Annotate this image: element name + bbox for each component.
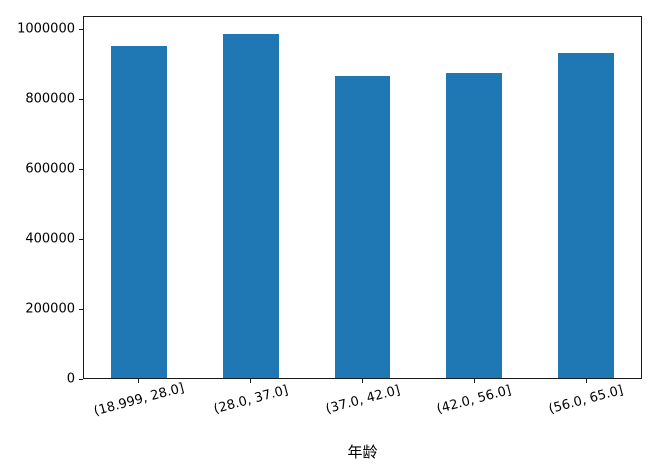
x-axis-label: 年龄 [347,443,378,461]
bar [446,72,503,378]
y-tick-mark [79,28,83,30]
bar [110,46,167,378]
x-tick-label: (37.0, 42.0] [323,382,402,418]
x-tick-mark [473,379,475,383]
x-tick-label: (28.0, 37.0] [211,382,290,418]
y-tick-label: 600000 [25,161,75,177]
x-tick-mark [362,379,363,383]
x-tick-label: (42.0, 56.0] [435,382,514,418]
x-tick-mark [585,379,587,383]
bar [222,34,279,378]
bar [334,75,391,378]
x-tick-mark [138,379,140,383]
x-tick-label: (56.0, 65.0] [547,382,625,418]
y-tick-mark [79,238,83,240]
y-tick-mark [79,98,83,100]
x-tick-label: (18.999, 28.0] [92,380,186,420]
y-tick-label: 200000 [25,301,75,317]
bar [558,53,615,378]
x-tick-mark [250,379,252,383]
y-tick-mark [79,378,83,380]
y-tick-label: 400000 [25,231,75,247]
y-tick-mark [79,168,83,170]
y-tick-label: 800000 [25,91,75,107]
y-tick-label: 1000000 [17,21,75,37]
y-tick-mark [79,308,83,310]
y-tick-label: 0 [66,371,75,387]
